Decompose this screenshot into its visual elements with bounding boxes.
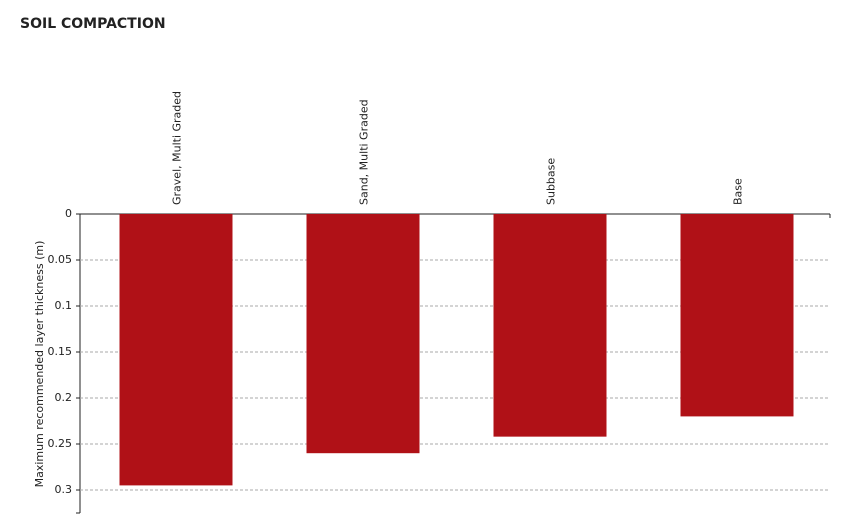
y-axis-title: Maximum recommended layer thickness (m) bbox=[33, 241, 46, 488]
y-tick-label: 0 bbox=[65, 207, 72, 220]
y-tick-label: 0.15 bbox=[48, 345, 73, 358]
x-tick-label: Gravel, Multi Graded bbox=[171, 91, 184, 205]
y-tick-label: 0.05 bbox=[48, 253, 73, 266]
x-tick-label: Sand, Multi Graded bbox=[358, 99, 371, 205]
y-tick-label: 0.25 bbox=[48, 437, 73, 450]
x-tick-label: Subbase bbox=[545, 158, 558, 205]
y-tick-label: 0.2 bbox=[55, 391, 73, 404]
y-tick-label: 0.3 bbox=[55, 483, 73, 496]
y-tick-label: 0.1 bbox=[55, 299, 73, 312]
bar bbox=[493, 214, 607, 437]
bar bbox=[119, 214, 233, 486]
bar bbox=[680, 214, 794, 417]
bar bbox=[306, 214, 420, 454]
x-tick-label: Base bbox=[732, 178, 745, 205]
chart-title: SOIL COMPACTION bbox=[20, 16, 166, 32]
